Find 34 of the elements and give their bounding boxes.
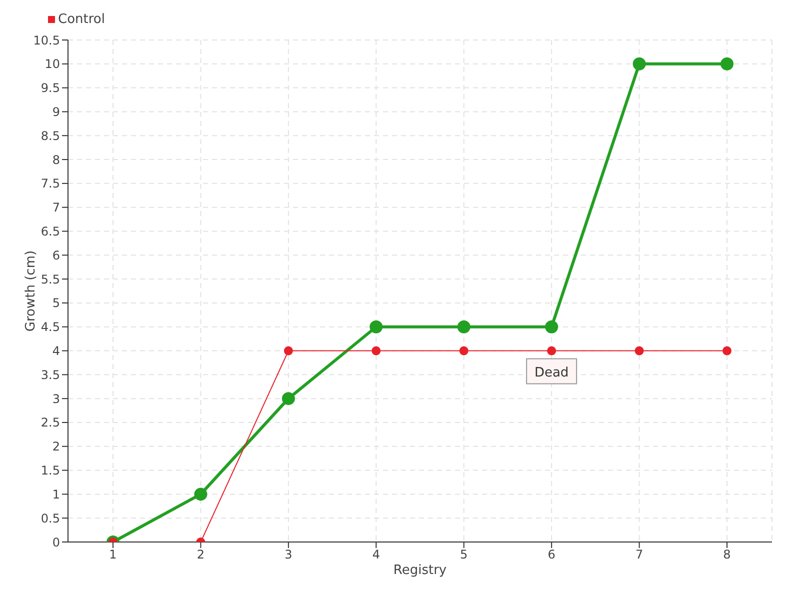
y-tick-label: 1.5 bbox=[40, 464, 60, 478]
x-tick-label: 7 bbox=[635, 548, 644, 562]
x-tick-label: 4 bbox=[372, 548, 380, 562]
y-tick-label: 4 bbox=[52, 344, 60, 358]
y-tick-label: 0.5 bbox=[40, 511, 60, 526]
x-tick-label: 5 bbox=[460, 548, 468, 562]
legend-label: Control bbox=[57, 12, 105, 26]
x-tick-label: 6 bbox=[548, 548, 556, 562]
y-tick-label: 4.5 bbox=[40, 320, 60, 334]
y-tick-label: 0 bbox=[52, 535, 60, 550]
y-tick-label: 1 bbox=[52, 487, 60, 502]
x-tick-label: 2 bbox=[196, 548, 205, 562]
y-axis-title: Growth (cm) bbox=[24, 250, 39, 332]
annotation: Dead bbox=[534, 365, 569, 380]
y-tick-label: 7.5 bbox=[40, 176, 60, 191]
y-tick-label: 2.5 bbox=[40, 416, 60, 430]
y-tick-label: 3 bbox=[52, 392, 60, 406]
y-tick-label: 10 bbox=[44, 57, 60, 72]
x-axis-title: Registry bbox=[393, 563, 447, 578]
y-tick-label: 3.5 bbox=[40, 368, 60, 382]
y-tick-label: 6.5 bbox=[40, 224, 60, 238]
y-tick-label: 8 bbox=[52, 152, 60, 167]
y-tick-label: 8.5 bbox=[40, 128, 60, 143]
x-tick-label: 1 bbox=[109, 548, 117, 562]
y-tick-label: 5.5 bbox=[40, 272, 60, 286]
y-tick-label: 2 bbox=[52, 440, 60, 454]
y-tick-label: 5 bbox=[52, 296, 60, 310]
y-tick-label: 6 bbox=[52, 248, 60, 262]
y-tick-label: 9 bbox=[52, 104, 60, 119]
y-tick-label: 10.5 bbox=[33, 33, 60, 48]
x-tick-label: 3 bbox=[284, 548, 292, 562]
x-tick-label: 8 bbox=[723, 548, 731, 562]
y-tick-label: 7 bbox=[52, 200, 60, 215]
y-tick-label: 9.5 bbox=[40, 81, 60, 96]
